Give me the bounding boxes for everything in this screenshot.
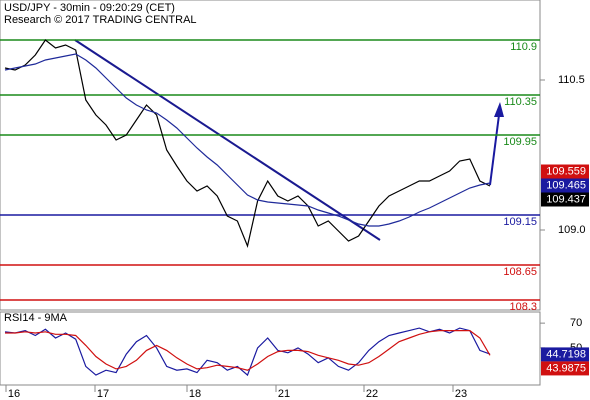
trend-line xyxy=(74,39,381,241)
chart-title: USD/JPY - 30min - 09:20:29 (CET) xyxy=(4,2,175,14)
rsi-box xyxy=(541,347,589,362)
level-label: 110.9 xyxy=(510,41,537,53)
price-box-text: 109.437 xyxy=(546,193,586,205)
x-tick-label: 21 xyxy=(278,388,290,400)
price-box xyxy=(541,192,589,207)
level-label: 108.3 xyxy=(509,301,537,313)
price-box xyxy=(541,164,589,179)
price-line xyxy=(4,53,491,227)
rsi-title: RSI14 - 9MA xyxy=(4,312,68,324)
forecast-arrow xyxy=(489,114,500,186)
y-tick-label: 110.5 xyxy=(558,74,585,86)
arrow-head xyxy=(494,102,504,117)
x-tick-label: 18 xyxy=(189,388,201,400)
rsi-box xyxy=(541,361,589,376)
x-tick-label: 16 xyxy=(8,388,20,400)
rsi-line xyxy=(5,330,491,371)
rsi-line xyxy=(4,327,491,377)
price-box-text: 109.559 xyxy=(546,165,586,177)
price-box-text: 109.465 xyxy=(546,179,586,191)
price-panel xyxy=(0,0,541,311)
x-tick-label: 17 xyxy=(97,388,109,400)
rsi-tick-label: 70 xyxy=(570,317,582,329)
level-label: 109.95 xyxy=(503,136,537,148)
rsi-box-text: 44.7198 xyxy=(546,348,586,360)
y-tick-label: 109.0 xyxy=(558,224,586,236)
price-line xyxy=(4,39,491,249)
level-label: 108.65 xyxy=(503,266,537,278)
price-box xyxy=(541,178,589,193)
chart-subtitle: Research © 2017 TRADING CENTRAL xyxy=(4,14,197,26)
rsi-box-text: 43.9875 xyxy=(546,362,586,374)
level-label: 109.15 xyxy=(503,216,537,228)
rsi-panel xyxy=(0,311,541,386)
level-label: 110.35 xyxy=(504,96,537,108)
x-tick-label: 23 xyxy=(455,388,467,400)
x-tick-label: 22 xyxy=(366,388,378,400)
